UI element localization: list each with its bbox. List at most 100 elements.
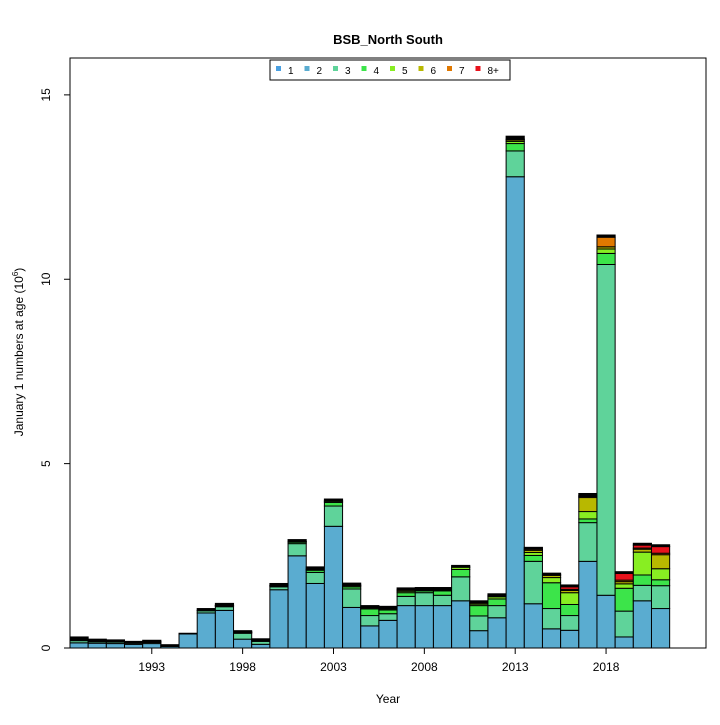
bar-segment-2018-age-2 — [597, 595, 615, 648]
bar-segment-2003-age-3 — [324, 506, 342, 526]
y-axis-label: January 1 numbers at age (106) — [11, 268, 26, 437]
bar-segment-1993-cap — [143, 640, 161, 641]
legend-label-age-5: 5 — [402, 66, 408, 77]
bar-segment-2018-cap — [597, 235, 615, 237]
bar-segment-2020-age-3 — [633, 585, 651, 600]
x-tick-label: 2008 — [411, 660, 438, 674]
bar-segment-1991-age-2 — [106, 644, 124, 648]
y-tick-label: 10 — [39, 272, 53, 286]
x-tick-label: 2003 — [320, 660, 347, 674]
legend-swatch-age-8plus — [476, 66, 481, 71]
bar-segment-2007-age-3 — [397, 596, 415, 605]
bar-segment-2017-age-6 — [579, 498, 597, 512]
bar-segment-2021-age-2 — [651, 609, 669, 648]
bar-segment-2003-age-4 — [324, 502, 342, 506]
bar-segment-2016-age-2 — [561, 630, 579, 648]
bar-segment-2019-age-3 — [615, 611, 633, 637]
y-tick-label: 15 — [39, 88, 53, 102]
bar-segment-2020-age-5 — [633, 552, 651, 575]
bar-segment-2005-age-4 — [361, 609, 379, 616]
bar-segment-2006-cap — [379, 606, 397, 607]
bar-segment-2019-age-5 — [615, 584, 633, 588]
bar-segment-2000-cap — [270, 583, 288, 585]
bar-segment-2006-age-4 — [379, 610, 397, 614]
bar-segment-2016-age-4 — [561, 604, 579, 615]
legend-label-age-1: 1 — [288, 66, 294, 77]
bar-segment-2016-cap — [561, 585, 579, 587]
x-tick-label: 1993 — [138, 660, 165, 674]
bar-segment-2002-cap — [306, 567, 324, 569]
legend-label-age-6: 6 — [431, 66, 437, 77]
legend-label-age-8plus: 8+ — [488, 66, 500, 77]
y-axis-label-main: January 1 numbers at age (10 — [12, 276, 26, 436]
y-tick-label: 5 — [39, 460, 53, 467]
bar-segment-2004-age-3 — [343, 589, 361, 607]
bar-segment-2013-age-3 — [506, 151, 524, 177]
legend-label-age-7: 7 — [459, 66, 465, 77]
bar-segment-1995-cap — [179, 633, 197, 634]
bar-segment-1999-age-2 — [252, 644, 270, 648]
bar-segment-2011-age-4 — [470, 606, 488, 616]
bar-segment-1993-age-2 — [143, 644, 161, 648]
bar-segment-2014-age-3 — [524, 561, 542, 603]
bar-segment-2000-age-2 — [270, 590, 288, 648]
bar-segment-1998-age-3 — [234, 633, 252, 639]
legend-swatch-age-1 — [276, 66, 281, 71]
bar-segment-1998-cap — [234, 631, 252, 632]
bar-segment-2007-age-4 — [397, 593, 415, 597]
bar-segment-2005-age-2 — [361, 626, 379, 648]
bar-segment-2014-cap — [524, 547, 542, 549]
bar-segment-2008-age-3 — [415, 593, 433, 606]
legend-swatch-age-7 — [447, 66, 452, 71]
bar-segment-2004-age-2 — [343, 607, 361, 648]
legend-label-age-2: 2 — [317, 66, 323, 77]
bar-segment-2011-age-3 — [470, 616, 488, 631]
bar-segment-2018-age-3 — [597, 265, 615, 596]
bar-segment-2005-cap — [361, 606, 379, 607]
bar-segment-2021-age-3 — [651, 586, 669, 609]
bar-segment-2018-age-4 — [597, 253, 615, 264]
bar-segment-2010-age-3 — [452, 577, 470, 601]
x-tick-label: 2013 — [502, 660, 529, 674]
legend: 1 2 3 4 5 6 7 8+ — [270, 60, 510, 80]
x-axis-label: Year — [376, 692, 400, 706]
bar-segment-1994-cap — [161, 645, 179, 646]
bar-segment-2010-age-4 — [452, 569, 470, 576]
bar-segment-1998-age-2 — [234, 639, 252, 648]
bar-segment-2013-age-2 — [506, 177, 524, 648]
bar-segment-2019-age-2 — [615, 637, 633, 648]
bar-segment-2014-age-4 — [524, 555, 542, 561]
bar-segment-2002-age-3 — [306, 572, 324, 583]
bar-segment-2012-age-2 — [488, 618, 506, 648]
bar-segment-2017-age-5 — [579, 512, 597, 519]
bar-segment-2012-cap — [488, 594, 506, 595]
bar-segment-2021-age-6 — [651, 555, 669, 569]
bar-segment-2013-age-4 — [506, 144, 524, 151]
legend-label-age-4: 4 — [374, 66, 380, 77]
bar-segment-2021-cap — [651, 545, 669, 547]
bar-segment-2010-cap — [452, 565, 470, 566]
bar-segment-2017-age-3 — [579, 523, 597, 562]
legend-label-age-3: 3 — [345, 66, 351, 77]
bar-segment-1991-cap — [106, 640, 124, 641]
bar-segment-1996-cap — [197, 609, 215, 611]
bar-segment-2006-age-2 — [379, 620, 397, 648]
bar-segment-1989-cap — [70, 637, 88, 639]
bar-segment-2020-age-4 — [633, 575, 651, 585]
bar-segment-2004-cap — [343, 583, 361, 585]
bar-segment-2008-age-2 — [415, 606, 433, 648]
bar-segment-1995-age-2 — [179, 634, 197, 648]
bar-segment-1992-age-2 — [125, 644, 143, 648]
bar-segment-1989-age-2 — [70, 643, 88, 648]
bar-segment-1999-cap — [252, 639, 270, 640]
bar-segment-2015-age-4 — [542, 583, 560, 609]
y-axis-label-close: ) — [12, 268, 26, 272]
bar-segment-2002-age-2 — [306, 583, 324, 648]
legend-swatch-age-4 — [362, 66, 367, 71]
bar-segment-2018-age-7 — [597, 237, 615, 247]
bar-segment-2006-age-3 — [379, 614, 397, 621]
bar-segment-2021-age-5 — [651, 569, 669, 580]
bar-segment-2021-age-4 — [651, 580, 669, 586]
chart-title: BSB_North South — [333, 32, 443, 47]
